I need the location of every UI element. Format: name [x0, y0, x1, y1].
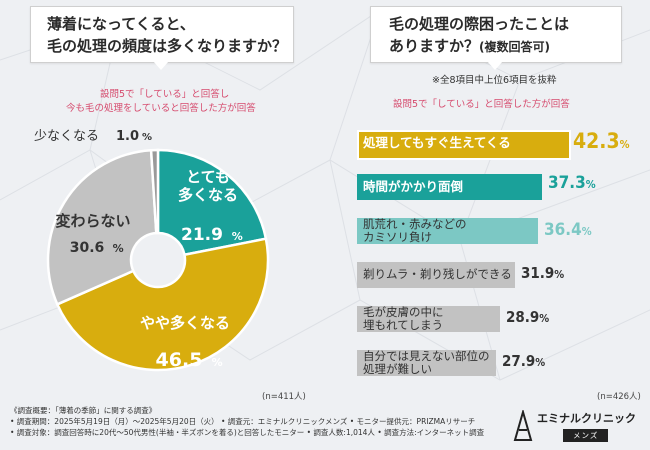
survey-footer: 《調査概要：「薄着の季節」に関する調査》 • 調査期間：2025年5月19日（月… — [10, 405, 484, 438]
bar-rect — [357, 218, 538, 244]
pie-slice-unit: % — [212, 356, 223, 369]
pie-slice — [149, 148, 160, 235]
right-title-line1: 毛の処理の際困ったことは — [389, 15, 570, 33]
bar-category-label: 剃りムラ・剃り残しができる — [363, 267, 512, 281]
pie-slice-unit: % — [113, 242, 124, 255]
bar-value-label: 31.9% — [521, 264, 565, 282]
pie-slice-label: やや多くなる — [140, 314, 230, 332]
bar-rect — [357, 130, 571, 160]
pie-slice-label: 変わらない — [55, 212, 130, 230]
pie-slice-value: 21.9 — [181, 225, 223, 245]
pie-slice-value: 30.6 — [70, 240, 105, 256]
right-note: 設問5で「している」と回答した方が回答 — [393, 99, 570, 110]
pie-slice — [156, 148, 268, 257]
bar-category-label: 自分では見えない部位の 処理が難しい — [363, 349, 490, 376]
pie-slice-unit: % — [142, 132, 152, 143]
pie-slice-label: 多くなる — [178, 186, 238, 204]
bar-value-label: 36.4% — [544, 220, 592, 240]
left-title-line1: 薄着になってくると、 — [47, 15, 195, 33]
pie-slice-label: とても — [186, 168, 230, 186]
bar-category-label: 処理してもすぐ生えてくる — [363, 135, 511, 150]
right-sample-size: (n=426人) — [597, 392, 641, 402]
pie-slice-unit: % — [232, 230, 243, 243]
clinic-logo: エミナルクリニック メンズ — [513, 408, 641, 446]
left-note-line1: 設問5で「している」と回答し — [100, 89, 230, 100]
footer-line1: 《調査概要：「薄着の季節」に関する調査》 — [10, 406, 157, 415]
bar-rect — [357, 350, 496, 376]
bar-rect — [357, 262, 515, 288]
bar-category-label: 毛が皮膚の中に 埋もれてしまう — [363, 305, 444, 332]
pie-slice-label: 少なくなる — [34, 129, 99, 144]
bar-rect — [357, 306, 500, 332]
clinic-logo-name: エミナルクリニック — [537, 412, 636, 425]
left-title-pointer — [153, 61, 169, 70]
footer-line3: • 調査対象：調査回答時に20代〜50代男性(半袖・半ズボンを着る)と回答したモ… — [10, 428, 485, 437]
pie-slice-value: 1.0 — [116, 129, 139, 144]
right-question-box: 毛の処理の際困ったことは ありますか？(複数回答可) — [370, 6, 622, 63]
right-title-multi-note: (複数回答可) — [479, 40, 550, 54]
right-note-top: ※全8項目中上位6項目を抜粋 — [432, 75, 557, 86]
bar-value-label: 28.9% — [506, 308, 550, 326]
bar-value-label: 37.3% — [548, 173, 596, 193]
pie-slice-value: 46.5 — [156, 349, 203, 371]
bar-value-label: 27.9% — [502, 352, 546, 370]
right-title-line2: ありますか？ — [389, 37, 480, 55]
bar-category-label: 肌荒れ・赤みなどの カミソリ負け — [363, 217, 467, 244]
pie-slice — [46, 148, 158, 306]
bar-category-label: 時間がかかり面倒 — [363, 179, 464, 194]
footer-line2: • 調査期間：2025年5月19日（月）〜2025年5月20日（火） • 調査元… — [10, 417, 476, 426]
left-question-box: 薄着になってくると、 毛の処理の頻度は多くなりますか？ — [30, 6, 294, 63]
left-title-line2: 毛の処理の頻度は多くなりますか？ — [47, 37, 288, 55]
clinic-logo-sub: メンズ — [563, 429, 609, 442]
pie-slice — [55, 237, 270, 372]
bar-value-label: 42.3% — [573, 129, 630, 153]
clinic-logo-icon — [513, 410, 533, 441]
left-sample-size: (n=411人) — [262, 392, 306, 402]
bar-rect — [357, 174, 542, 200]
right-title-pointer — [487, 61, 503, 70]
left-note-line2: 今も毛の処理をしていると回答した方が回答 — [66, 103, 256, 114]
